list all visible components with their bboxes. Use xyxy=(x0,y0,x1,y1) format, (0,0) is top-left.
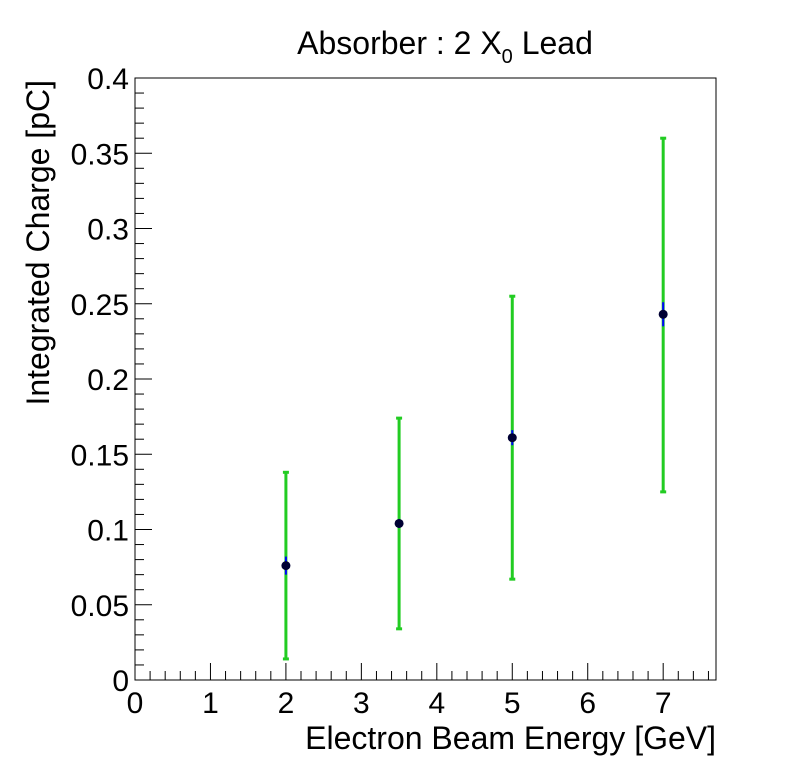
y-tick-label: 0.1 xyxy=(87,515,129,548)
y-tick-label: 0.25 xyxy=(71,289,129,322)
x-tick-label: 7 xyxy=(655,687,672,720)
axes: 0 1 2 3 4 5 6 7 0 0.05 0.1 0.15 0.2 0.25 0.3 0.35 0.4 xyxy=(71,63,709,720)
y-tick-label: 0.15 xyxy=(71,439,129,472)
chart-title: Absorber : 2 X0 Lead xyxy=(297,25,593,68)
y-tick-label: 0.2 xyxy=(87,364,129,397)
y-tick-label: 0.05 xyxy=(71,590,129,623)
chart-title-tail: Lead xyxy=(513,25,593,61)
data-point xyxy=(281,561,291,571)
data-point xyxy=(507,433,517,443)
y-axis-label: Integrated Charge [pC] xyxy=(20,80,56,406)
y-tick-label: 0.3 xyxy=(87,214,129,247)
x-tick-label: 5 xyxy=(504,687,521,720)
x-tick-label: 0 xyxy=(127,687,144,720)
x-tick-label: 1 xyxy=(202,687,219,720)
x-tick-label: 6 xyxy=(579,687,596,720)
y-tick-label: 0.35 xyxy=(71,138,129,171)
chart-title-subscript: 0 xyxy=(502,46,513,68)
x-tick-label: 4 xyxy=(428,687,445,720)
plot-frame xyxy=(134,77,717,681)
y-tick-label: 0.4 xyxy=(87,63,129,96)
data-marks xyxy=(281,136,668,661)
svg-text:Absorber : 2 X0 Lead: Absorber : 2 X0 Lead xyxy=(297,25,593,68)
chart-title-main: Absorber : 2 X xyxy=(297,25,502,61)
x-tick-label: 3 xyxy=(353,687,370,720)
data-point xyxy=(658,309,668,319)
data-point xyxy=(394,518,404,528)
x-axis-label: Electron Beam Energy [GeV] xyxy=(305,720,716,756)
x-tick-label: 2 xyxy=(278,687,295,720)
y-tick-label: 0 xyxy=(112,665,129,698)
